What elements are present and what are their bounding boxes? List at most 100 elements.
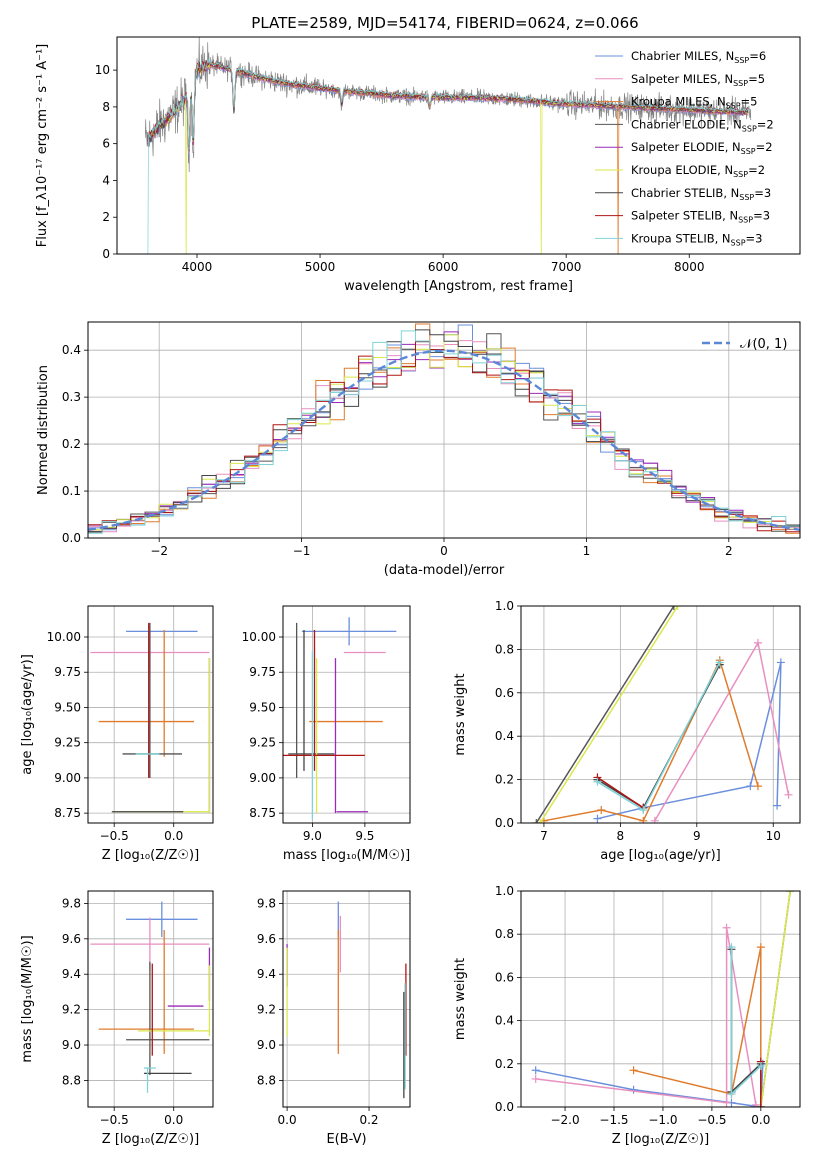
weight-marker bbox=[784, 790, 793, 799]
x-tick-label: 9.0 bbox=[303, 829, 322, 843]
weight-marker bbox=[597, 805, 606, 814]
x-tick-label: 9 bbox=[693, 829, 701, 843]
weight-marker bbox=[756, 943, 765, 952]
x-axis-label: Z [log₁₀(Z/Z☉)] bbox=[102, 848, 199, 863]
weight-marker bbox=[756, 1103, 765, 1107]
weight-marker bbox=[786, 891, 795, 895]
x-axis-label: mass [log₁₀(M/M☉)] bbox=[283, 848, 410, 863]
y-tick-label: 0.1 bbox=[62, 484, 81, 498]
y-tick-label: 9.25 bbox=[54, 736, 81, 750]
y-tick-label: 9.2 bbox=[257, 1003, 276, 1017]
weight-marker bbox=[773, 801, 782, 810]
x-tick-label: −0.5 bbox=[697, 1113, 726, 1127]
weight-marker bbox=[727, 1090, 736, 1099]
y-axis-label: mass weight bbox=[453, 958, 468, 1040]
weight-lines bbox=[531, 891, 795, 1107]
weight-line bbox=[760, 891, 791, 1107]
weight-marker bbox=[751, 1100, 760, 1107]
x-tick-label: 0.0 bbox=[278, 1113, 297, 1127]
y-axis-label: mass [log₁₀(M/M☉)] bbox=[20, 935, 35, 1062]
weight-line bbox=[654, 640, 790, 822]
y-tick-label: 9.00 bbox=[249, 771, 276, 785]
x-tick-label: 7 bbox=[540, 829, 548, 843]
legend-entry: Kroupa ELODIE, NSSP=2 bbox=[631, 163, 765, 179]
weight-marker bbox=[753, 638, 762, 647]
x-tick-label: 8000 bbox=[674, 260, 705, 274]
weight-marker bbox=[756, 1061, 765, 1070]
x-tick-label: 10 bbox=[766, 829, 781, 843]
y-tick-label: 0.8 bbox=[495, 927, 514, 941]
x-tick-label: 8 bbox=[617, 829, 625, 843]
y-tick-label: 8 bbox=[102, 100, 110, 114]
x-tick-label: 0.0 bbox=[164, 829, 183, 843]
x-tick-label: −1 bbox=[293, 544, 311, 558]
model-spectrum-kroupa-stelib bbox=[147, 58, 749, 254]
histograms bbox=[88, 323, 800, 534]
y-tick-label: 0 bbox=[102, 247, 110, 261]
weight-marker bbox=[776, 658, 785, 667]
legend-entry: Chabrier ELODIE, NSSP=2 bbox=[631, 117, 774, 133]
x-tick-label: 0 bbox=[440, 544, 448, 558]
weight-marker bbox=[593, 814, 602, 823]
y-axis-label: Flux [f_λ10⁻¹⁷ erg cm⁻² s⁻¹ A⁻¹] bbox=[35, 44, 50, 248]
x-tick-label: −0.5 bbox=[100, 1113, 129, 1127]
y-axis-label: age [log₁₀(age/yr)] bbox=[20, 654, 35, 775]
spectrum-lines bbox=[144, 37, 752, 254]
axes-frame bbox=[87, 890, 214, 1108]
spectrum-panel: 4000 5000 6000 7000 8000 0 2 4 6 8 10 wavelength [A… bbox=[35, 36, 801, 294]
y-tick-label: 9.25 bbox=[249, 736, 276, 750]
y-tick-label: 1.0 bbox=[495, 884, 514, 898]
y-tick-label: 8.8 bbox=[257, 1073, 276, 1087]
x-tick-label: 4000 bbox=[182, 260, 213, 274]
errorbars bbox=[286, 901, 407, 1099]
y-tick-label: 9.4 bbox=[257, 967, 276, 981]
legend-entry: Salpeter ELODIE, NSSP=2 bbox=[631, 140, 773, 156]
weight-line bbox=[539, 606, 679, 823]
massweight-vs-age-panel: 7 8 9 10 0.0 0.2 0.4 0.6 0.8 1.0 age [log₁₀(age/yr… bbox=[453, 599, 801, 863]
y-tick-label: 9.0 bbox=[257, 1038, 276, 1052]
x-tick-label: −1.5 bbox=[599, 1113, 628, 1127]
y-tick-label: 9.50 bbox=[249, 700, 276, 714]
weight-marker bbox=[531, 1066, 540, 1075]
y-tick-label: 9.75 bbox=[249, 665, 276, 679]
y-tick-label: 9.50 bbox=[54, 700, 81, 714]
x-tick-label: 6000 bbox=[428, 260, 459, 274]
mass-vs-ebv-panel: 0.0 0.2 8.8 9.0 9.2 9.4 9.6 9.8 E(B-V) bbox=[257, 890, 411, 1147]
y-tick-label: 10 bbox=[95, 63, 110, 77]
weight-marker bbox=[727, 943, 736, 952]
y-tick-label: 10.00 bbox=[47, 630, 81, 644]
y-tick-label: 9.6 bbox=[257, 932, 276, 946]
errorbars bbox=[90, 622, 211, 814]
massweight-vs-Z-panel: −2.0 −1.5 −1.0 −0.5 0.0 0.0 0.2 0.4 0.6 0.8 1.0 Z [… bbox=[453, 884, 801, 1147]
weight-marker bbox=[722, 1098, 731, 1107]
weight-marker bbox=[669, 606, 678, 610]
weight-line bbox=[633, 947, 762, 1107]
weight-marker bbox=[722, 923, 731, 932]
x-tick-label: 9.5 bbox=[355, 829, 374, 843]
weight-marker bbox=[746, 782, 755, 791]
x-tick-label: 1 bbox=[583, 544, 591, 558]
y-tick-label: 0.2 bbox=[495, 773, 514, 787]
y-axis-label: Normed distribution bbox=[36, 365, 51, 495]
y-tick-label: 0.3 bbox=[62, 390, 81, 404]
weight-marker bbox=[650, 816, 659, 823]
y-tick-label: 4 bbox=[102, 173, 110, 187]
weight-marker bbox=[715, 658, 724, 667]
x-tick-label: 0.2 bbox=[359, 1113, 378, 1127]
x-axis-label: wavelength [Angstrom, rest frame] bbox=[344, 279, 573, 294]
x-axis-label: (data-model)/error bbox=[384, 563, 505, 578]
y-tick-label: 0.4 bbox=[495, 1014, 514, 1028]
weight-marker bbox=[639, 816, 648, 823]
y-tick-label: 8.75 bbox=[54, 806, 81, 820]
weight-marker bbox=[629, 1066, 638, 1075]
y-tick-label: 9.75 bbox=[54, 665, 81, 679]
x-tick-label: 7000 bbox=[551, 260, 582, 274]
legend-entry: 𝒩(0, 1) bbox=[740, 337, 787, 352]
figure-title: PLATE=2589, MJD=54174, FIBERID=0624, z=0… bbox=[251, 14, 638, 32]
y-tick-label: 6 bbox=[102, 137, 110, 151]
y-tick-label: 0.0 bbox=[62, 531, 81, 545]
y-tick-label: 9.00 bbox=[54, 771, 81, 785]
legend-entry: Chabrier STELIB, NSSP=3 bbox=[631, 186, 771, 202]
weight-marker bbox=[531, 1074, 540, 1083]
axes-frame bbox=[87, 321, 801, 539]
